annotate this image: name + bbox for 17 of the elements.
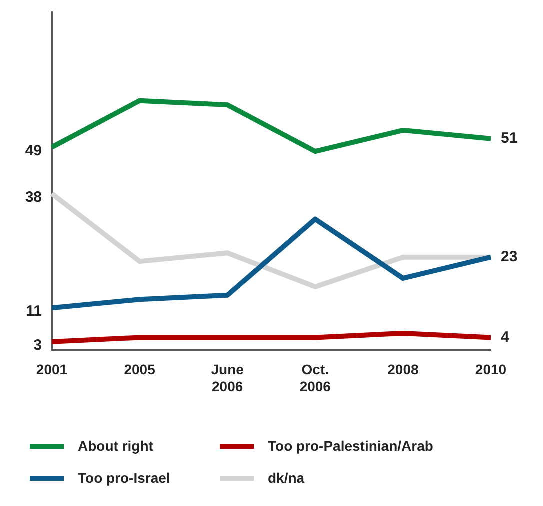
x-tick-label: 2008: [388, 362, 419, 378]
data-label: 3: [34, 337, 42, 354]
x-tick-label: 2005: [124, 362, 156, 378]
data-label: 51: [501, 130, 518, 148]
x-tick-label: June 2006: [211, 362, 244, 394]
x-tick-label: 2001: [36, 362, 68, 378]
legend-label: Too pro-Israel: [78, 470, 170, 486]
data-label: 49: [25, 142, 42, 160]
legend-label: Too pro-Palestinian/Arab: [268, 438, 434, 454]
data-label: 38: [25, 189, 42, 206]
data-label: 4: [501, 328, 510, 346]
data-label: 23: [501, 248, 518, 266]
legend-label: About right: [78, 438, 154, 454]
legend-label: dk/na: [268, 470, 305, 486]
x-tick-label: Oct. 2006: [300, 362, 332, 394]
x-tick-label: 2010: [475, 362, 507, 378]
data-label: 11: [26, 303, 42, 320]
